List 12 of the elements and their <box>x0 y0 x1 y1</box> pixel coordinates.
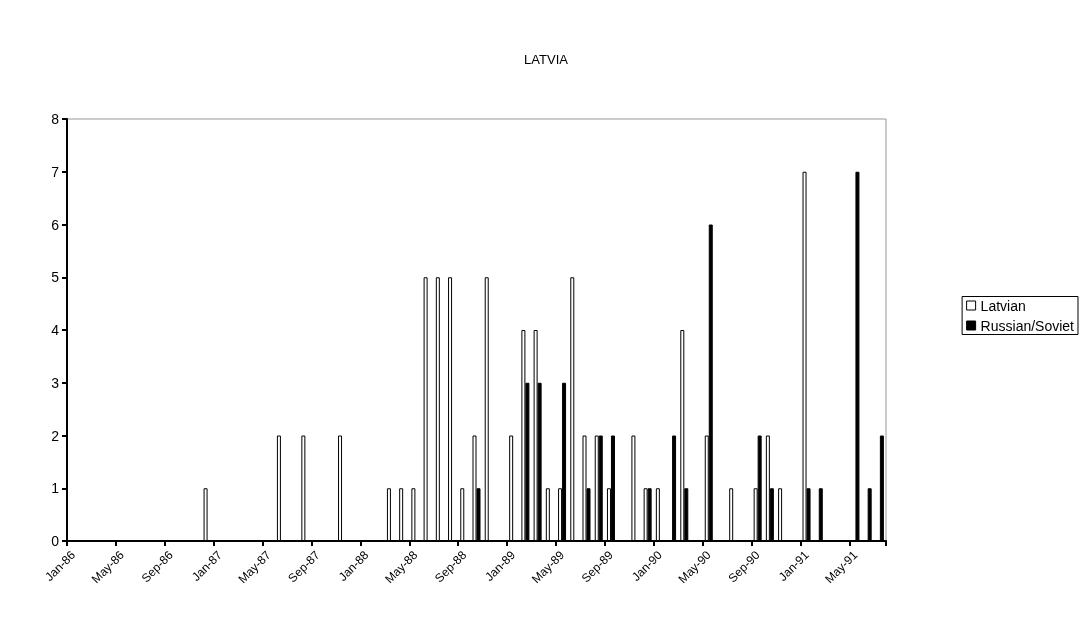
chart-title: LATVIA <box>524 52 569 67</box>
y-tick-label: 1 <box>51 480 60 497</box>
legend-label: Russian/Soviet <box>980 317 1075 334</box>
y-tick-label: 3 <box>51 374 60 391</box>
y-tick-label: 8 <box>51 111 60 127</box>
y-tick-label: 4 <box>51 322 60 338</box>
y-tick-label: 6 <box>51 216 60 233</box>
y-tick-label: 0 <box>51 533 60 549</box>
legend-label: Latvian <box>980 297 1026 314</box>
y-tick-label: 5 <box>51 269 60 286</box>
y-tick-label: 7 <box>51 163 60 180</box>
y-tick-label: 2 <box>51 427 60 444</box>
